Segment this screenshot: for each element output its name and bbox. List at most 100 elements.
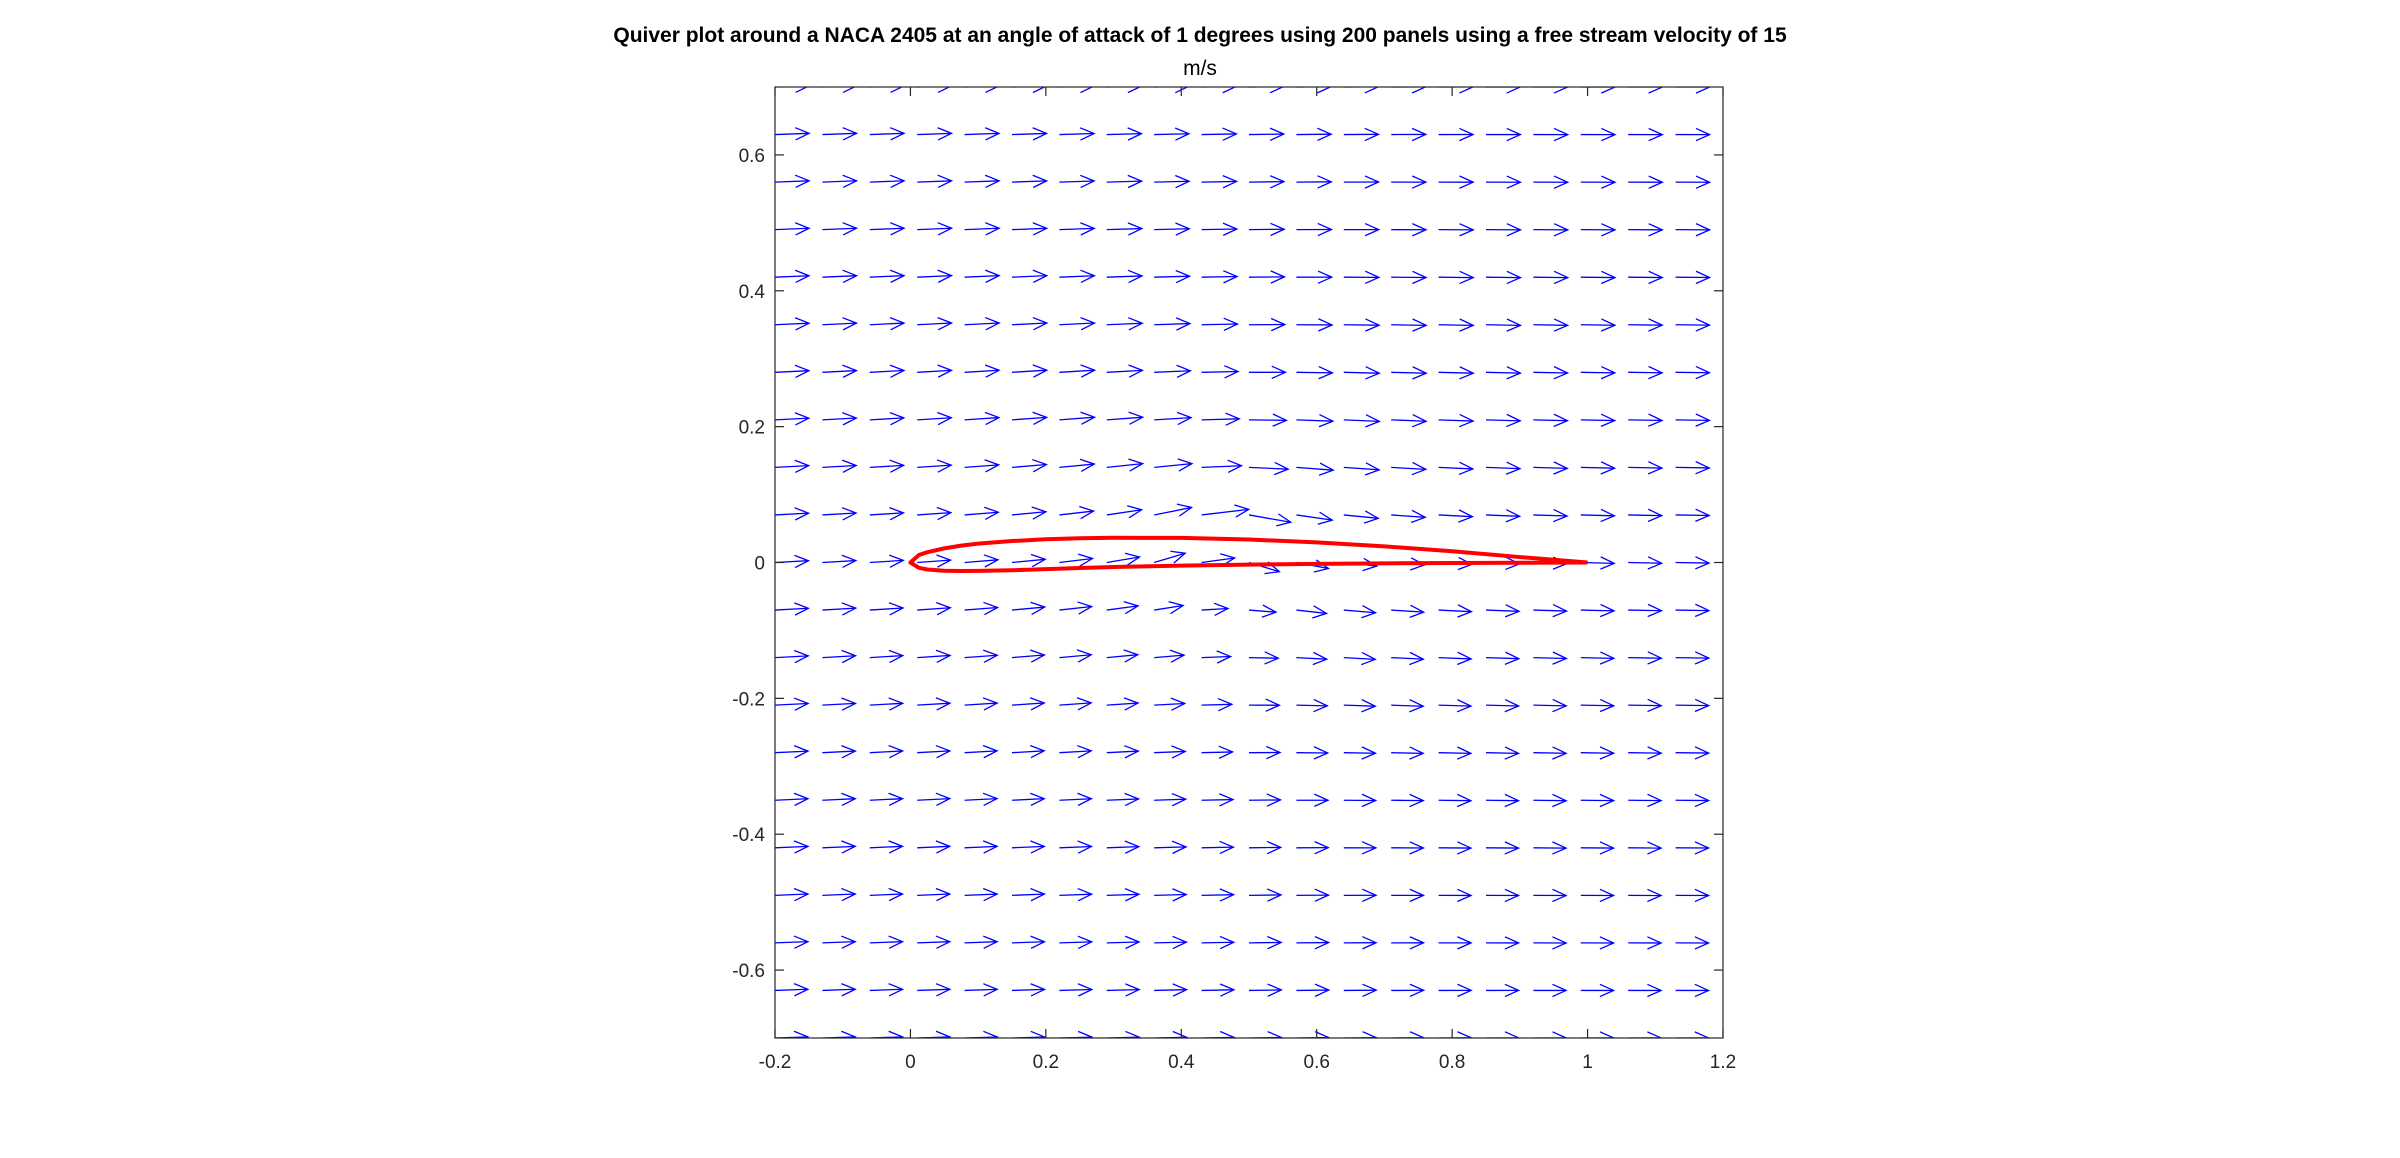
quiver-arrow: [1296, 841, 1330, 855]
quiver-arrow: [1296, 793, 1330, 807]
quiver-arrow: [1533, 888, 1568, 903]
quiver-arrow: [1438, 127, 1475, 142]
quiver-arrow: [1675, 888, 1711, 903]
quiver-arrow: [1722, 277, 1723, 278]
quiver-arrow: [917, 1030, 952, 1038]
quiver-arrow: [1722, 514, 1723, 516]
quiver-arrow: [822, 983, 857, 997]
quiver-arrow: [1438, 509, 1475, 523]
quiver-arrow: [1722, 657, 1723, 659]
quiver-arrow: [1106, 505, 1144, 519]
quiver-arrow: [1059, 887, 1094, 902]
quiver-arrow: [1391, 87, 1427, 94]
quiver-arrow: [1722, 372, 1723, 373]
y-tick-label: 0.2: [739, 418, 765, 439]
quiver-arrow: [1154, 127, 1191, 141]
quiver-arrow: [1675, 270, 1712, 285]
quiver-arrow: [1011, 697, 1046, 711]
quiver-arrow: [1485, 366, 1522, 380]
quiver-arrow: [1343, 510, 1380, 524]
quiver-arrow: [1533, 983, 1568, 998]
quiver-arrow: [964, 887, 999, 902]
quiver-arrow: [1485, 888, 1521, 903]
quiver-arrow: [869, 506, 906, 521]
quiver-arrow: [1628, 270, 1664, 285]
quiver-arrow: [1675, 841, 1711, 855]
x-tick-label: -0.2: [759, 1052, 792, 1073]
airfoil-layer: [908, 535, 1588, 574]
airfoil-outline: [908, 535, 1588, 574]
quiver-arrow: [1391, 936, 1426, 950]
quiver-arrow: [775, 507, 811, 521]
quiver-arrow: [1628, 87, 1664, 94]
quiver-arrow: [1628, 888, 1663, 903]
quiver-arrow: [869, 840, 905, 854]
quiver-arrow: [1438, 318, 1475, 332]
quiver-arrow: [822, 554, 858, 569]
quiver-arrow: [964, 840, 999, 854]
quiver-arrow: [1343, 270, 1381, 285]
quiver-arrow: [1011, 269, 1049, 283]
quiver-arrow: [1248, 840, 1283, 855]
quiver-arrow: [1201, 840, 1235, 855]
quiver-arrow: [1154, 697, 1187, 711]
quiver-arrow: [1248, 127, 1286, 141]
quiver-arrow: [1059, 601, 1094, 615]
quiver-arrow: [1201, 650, 1233, 664]
quiver-arrow: [917, 127, 954, 141]
quiver-arrow: [964, 935, 999, 949]
quiver-arrow: [1059, 269, 1096, 284]
quiver-arrow: [1533, 698, 1568, 713]
quiver-arrow: [1011, 792, 1046, 807]
quiver-arrow: [1343, 462, 1381, 476]
quiver-arrow: [1248, 793, 1283, 807]
quiver-arrow: [1580, 508, 1617, 523]
quiver-arrow: [869, 649, 905, 664]
quiver-arrow: [917, 935, 952, 949]
x-tick-label: 1.2: [1710, 1052, 1736, 1073]
quiver-arrow: [964, 411, 1001, 426]
quiver-arrow: [1580, 651, 1616, 665]
quiver-arrow: [1580, 87, 1617, 94]
quiver-arrow: [775, 792, 810, 807]
quiver-arrow: [1628, 983, 1663, 998]
quiver-arrow: [1628, 127, 1664, 142]
quiver-arrow: [1485, 983, 1521, 998]
quiver-arrow: [1106, 840, 1141, 854]
quiver-arrow: [1438, 223, 1475, 237]
quiver-arrow: [1675, 746, 1711, 760]
quiver-arrow: [1675, 556, 1711, 570]
quiver-arrow: [1580, 746, 1616, 760]
quiver-arrow: [1201, 983, 1236, 997]
quiver-arrow: [1580, 413, 1617, 427]
quiver-arrow: [1059, 222, 1096, 236]
quiver-arrow: [1011, 649, 1046, 663]
quiver-arrow: [1533, 87, 1570, 94]
quiver-arrow: [869, 317, 906, 331]
quiver-arrow: [1248, 222, 1286, 237]
quiver-arrow: [1248, 604, 1278, 618]
quiver-arrow: [1296, 318, 1334, 332]
quiver-arrow: [1154, 888, 1188, 902]
quiver-arrow: [1675, 983, 1711, 998]
quiver-arrow: [1201, 459, 1244, 474]
quiver-arrow: [775, 87, 809, 93]
quiver-arrow: [1533, 127, 1570, 142]
quiver-arrow: [1296, 270, 1334, 284]
quiver-arrow: [1154, 503, 1194, 517]
quiver-arrow: [1296, 462, 1335, 476]
quiver-arrow: [1343, 983, 1378, 998]
quiver-arrow: [1154, 174, 1191, 189]
quiver-arrow: [964, 269, 1001, 283]
quiver-arrow: [869, 887, 905, 902]
quiver-arrow: [1580, 461, 1617, 475]
quiver-arrow: [1675, 127, 1712, 142]
quiver-arrow: [1059, 87, 1094, 94]
quiver-arrow: [1722, 752, 1723, 754]
quiver-arrow: [1106, 458, 1145, 472]
quiver-arrow: [1391, 366, 1428, 380]
y-tick-label: -0.6: [732, 961, 765, 982]
quiver-arrow: [1580, 175, 1617, 189]
quiver-arrow: [964, 127, 1001, 141]
